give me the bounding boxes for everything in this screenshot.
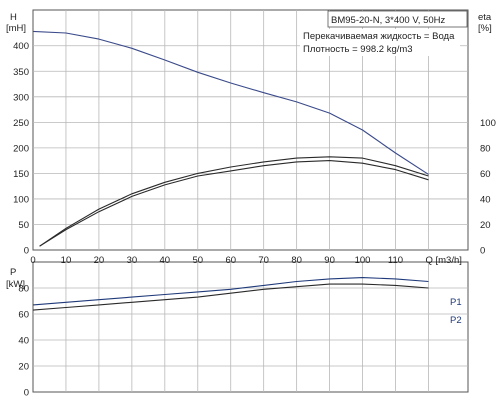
y-power-tick-label: 60	[18, 310, 29, 321]
y-right-tick-label: 20	[480, 220, 491, 231]
y-right-tick-label: 100	[480, 118, 496, 129]
y-right-tick-label: 0	[480, 246, 485, 257]
y-power-tick-label: 80	[18, 284, 29, 295]
x-tick-label: Q [m3/h]	[425, 255, 461, 266]
x-tick-label: 110	[388, 255, 403, 266]
x-tick-label: 0	[30, 255, 35, 266]
x-tick-label: 80	[291, 255, 302, 266]
head-plot-ticks: 0 10 20 30 40 50 60 70 80 90 100 110 Q [m3/h] 0 50 100 1…	[13, 41, 496, 266]
y-left-tick-label: 0	[24, 246, 29, 257]
x-tick-label: 30	[127, 255, 138, 266]
power-plot-frame	[33, 262, 468, 392]
eta-axis-label-unit: [%]	[478, 23, 492, 34]
legend-p1: P1	[450, 297, 462, 308]
x-tick-label: 10	[61, 255, 72, 266]
eta-axis-label-symbol: eta	[478, 12, 492, 23]
x-tick-label: 90	[324, 255, 335, 266]
y-left-tick-label: 300	[13, 92, 29, 103]
x-tick-label: 100	[355, 255, 371, 266]
power-axis-label-symbol: P	[10, 267, 16, 278]
note-density: Плотность = 998.2 kg/m3	[303, 44, 413, 55]
x-tick-label: 20	[94, 255, 105, 266]
head-axis-label-unit: [mH]	[6, 23, 26, 34]
y-right-tick-label: 60	[480, 169, 491, 180]
note-fluid: Перекачиваемая жидкость = Вода	[303, 31, 455, 42]
power-plot-ticks: 0 20 40 60 80	[18, 284, 29, 399]
legend-p2: P2	[450, 315, 462, 326]
y-power-tick-label: 20	[18, 362, 29, 373]
y-right-tick-label: 80	[480, 143, 491, 154]
y-left-tick-label: 100	[13, 194, 29, 205]
y-power-tick-label: 0	[24, 388, 29, 399]
y-left-tick-label: 50	[18, 220, 29, 231]
y-left-tick-label: 150	[13, 169, 29, 180]
y-power-tick-label: 40	[18, 336, 29, 347]
power-plot-grid	[33, 262, 468, 392]
y-right-tick-label: 40	[480, 194, 491, 205]
x-tick-label: 70	[258, 255, 269, 266]
y-left-tick-label: 250	[13, 118, 29, 129]
y-left-tick-label: 400	[13, 41, 29, 52]
chart-title: BM95-20-N, 3*400 V, 50Hz	[331, 15, 445, 26]
y-left-tick-label: 350	[13, 67, 29, 78]
y-left-tick-label: 200	[13, 143, 29, 154]
head-axis-label-symbol: H	[10, 12, 17, 23]
x-tick-label: 40	[160, 255, 171, 266]
x-tick-label: 50	[192, 255, 203, 266]
x-tick-label: 60	[225, 255, 236, 266]
